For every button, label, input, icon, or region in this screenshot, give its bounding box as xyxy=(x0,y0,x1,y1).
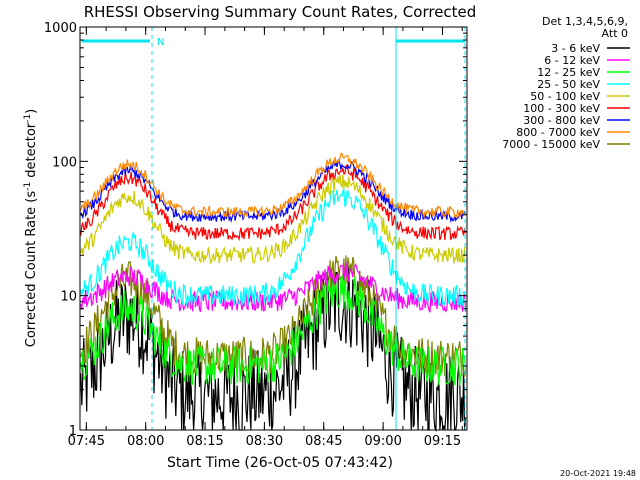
flag-label: N xyxy=(157,37,164,48)
legend-label: 50 - 100 keV xyxy=(530,90,600,103)
chart-title: RHESSI Observing Summary Count Rates, Co… xyxy=(84,3,477,21)
series-line-8 xyxy=(80,255,467,377)
y-tick-label: 1 xyxy=(69,424,77,439)
y-tick-label: 100 xyxy=(52,155,77,170)
legend-label: 25 - 50 keV xyxy=(537,78,600,91)
x-tick-label: 09:00 xyxy=(364,434,401,449)
series-line-3 xyxy=(80,187,467,306)
x-tick-label: 08:45 xyxy=(305,434,342,449)
legend-label: 7000 - 15000 keV xyxy=(502,138,600,151)
legend-label: 100 - 300 keV xyxy=(523,102,600,115)
y-tick-label: 10 xyxy=(60,290,77,305)
plot-frame xyxy=(79,26,468,431)
series-line-5 xyxy=(80,164,467,242)
timestamp: 20-Oct-2021 19:48 xyxy=(560,469,636,478)
series-line-7 xyxy=(80,152,466,220)
series-line-4 xyxy=(80,174,466,264)
legend-label: 6 - 12 keV xyxy=(544,54,600,67)
series-line-6 xyxy=(80,158,467,223)
y-tick-label: 1000 xyxy=(44,21,77,36)
x-axis-label: Start Time (26-Oct-05 07:43:42) xyxy=(167,455,393,471)
tick-layer: 07:45 08:00 08:15 08:30 08:45 09:00 09:15 1 10 10… xyxy=(44,21,467,449)
legend-header-line2: Att 0 xyxy=(602,27,628,40)
legend-label: 800 - 7000 keV xyxy=(516,126,600,139)
y-axis-label-part1: Corrected Count Rate (s xyxy=(24,191,39,348)
x-tick-label: 07:45 xyxy=(68,434,105,449)
series-line-2 xyxy=(80,273,467,387)
x-tick-label: 09:15 xyxy=(424,434,461,449)
series-layer xyxy=(80,152,467,433)
flag-layer: N xyxy=(82,27,466,430)
x-tick-label: 08:15 xyxy=(186,434,223,449)
legend-label: 12 - 25 keV xyxy=(537,66,600,79)
y-axis-label-sup1: -1 xyxy=(23,182,33,191)
y-axis-label-part3: ) xyxy=(24,109,39,114)
legend-header-line1: Det 1,3,4,5,6,9, xyxy=(542,15,628,28)
y-axis-label: Corrected Count Rate (s-1 detector-1) xyxy=(23,109,39,347)
legend-label: 3 - 6 keV xyxy=(551,42,600,55)
legend-label: 300 - 800 keV xyxy=(523,114,600,127)
y-axis-label-sup2: -1 xyxy=(23,114,33,123)
x-tick-label: 08:00 xyxy=(127,434,164,449)
x-tick-label: 08:30 xyxy=(246,434,283,449)
y-axis-label-part2: detector xyxy=(24,122,39,182)
